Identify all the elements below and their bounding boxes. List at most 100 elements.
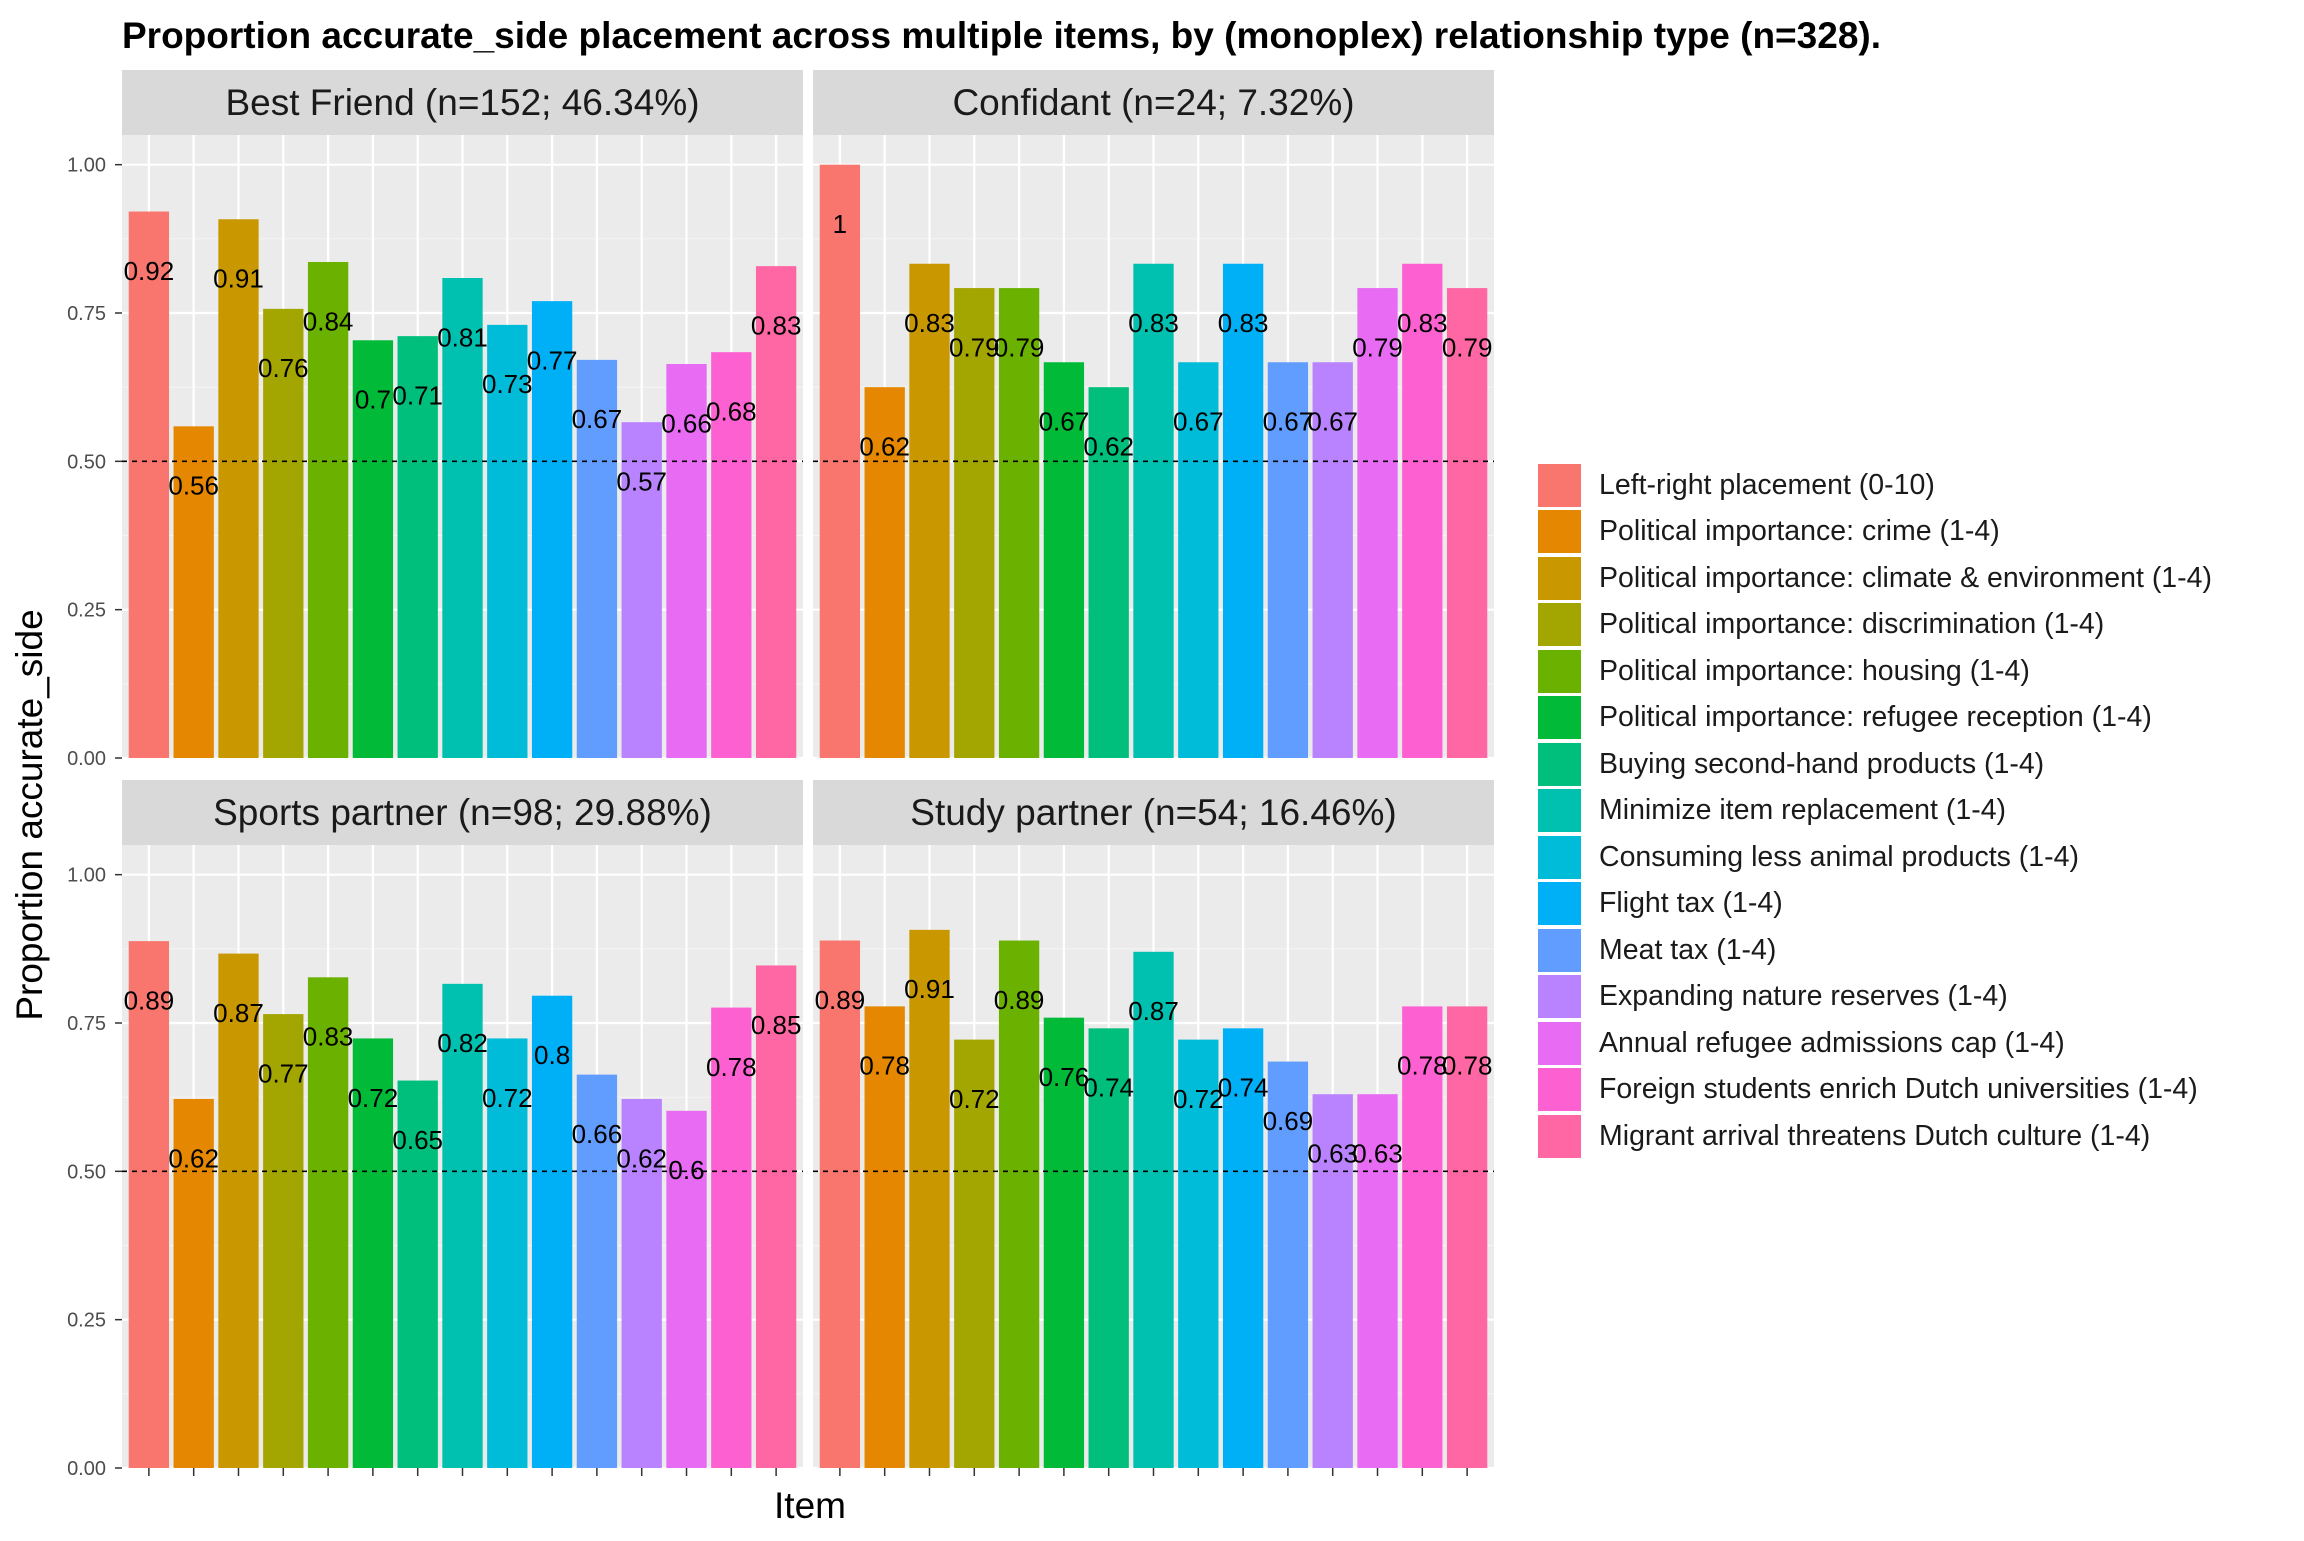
- legend-swatch: [1538, 975, 1581, 1019]
- bar: [666, 364, 707, 758]
- bar-value-label: 0.83: [751, 310, 802, 340]
- legend-label: Foreign students enrich Dutch universiti…: [1599, 1073, 2198, 1106]
- bar: [218, 953, 259, 1468]
- bar-value-label: 0.91: [213, 264, 264, 294]
- bar: [576, 359, 618, 758]
- bar-value-label: 0.83: [1397, 308, 1448, 338]
- bar-value-label: 0.74: [1083, 1073, 1134, 1103]
- bar-value-label: 0.62: [859, 432, 910, 462]
- bar: [954, 288, 995, 758]
- bar: [442, 277, 483, 758]
- bar-value-label: 0.71: [392, 380, 443, 410]
- bar-value-label: 0.91: [904, 974, 955, 1004]
- bar-value-label: 1: [833, 209, 847, 239]
- bar: [352, 1038, 394, 1468]
- panel-title: Study partner (n=54; 16.46%): [910, 792, 1396, 833]
- legend-item: Flight tax (1-4): [1538, 881, 2212, 928]
- bar-value-label: 0.65: [392, 1125, 443, 1155]
- legend-label: Minimize item replacement (1-4): [1599, 794, 2007, 827]
- bar-value-label: 0.82: [437, 1028, 488, 1058]
- bar: [819, 940, 861, 1468]
- y-tick-label: 0.00: [67, 748, 106, 770]
- bar-value-label: 0.89: [124, 985, 175, 1015]
- legend-swatch: [1538, 835, 1581, 879]
- bar-value-label: 0.56: [168, 471, 219, 501]
- bar-value-label: 0.69: [1263, 1106, 1314, 1136]
- y-tick-label: 0.50: [67, 451, 106, 473]
- bar-value-label: 0.79: [1442, 332, 1493, 362]
- bar: [755, 965, 797, 1468]
- legend-item: Political importance: discrimination (1-…: [1538, 602, 2212, 649]
- bar: [998, 940, 1040, 1468]
- bar: [173, 426, 214, 758]
- legend-label: Flight tax (1-4): [1599, 887, 1783, 920]
- bar-value-label: 0.78: [859, 1051, 910, 1081]
- bar-value-label: 0.83: [1128, 308, 1179, 338]
- bar: [1312, 1094, 1353, 1468]
- bar: [864, 387, 905, 758]
- bar-value-label: 0.67: [1173, 407, 1224, 437]
- bar-value-label: 0.76: [1039, 1062, 1090, 1092]
- legend-swatch: [1538, 1068, 1581, 1112]
- panel-title: Best Friend (n=152; 46.34%): [225, 82, 699, 123]
- legend-item: Meat tax (1-4): [1538, 927, 2212, 974]
- bar-value-label: 0.85: [751, 1010, 802, 1040]
- panel-strip: [813, 780, 1494, 845]
- legend-label: Political importance: refugee reception …: [1599, 701, 2152, 734]
- legend-swatch: [1538, 696, 1581, 740]
- bar: [218, 219, 259, 759]
- bar-value-label: 0.63: [1307, 1139, 1358, 1169]
- bar-value-label: 0.67: [1263, 407, 1314, 437]
- bar-value-label: 0.62: [616, 1143, 667, 1173]
- bar: [954, 1039, 995, 1468]
- bar: [307, 977, 349, 1468]
- legend-item: Political importance: climate & environm…: [1538, 555, 2212, 602]
- bar: [1446, 1006, 1488, 1468]
- bar: [531, 301, 573, 758]
- bar: [352, 340, 394, 758]
- bar-value-label: 0.84: [303, 306, 354, 336]
- bar: [487, 1038, 528, 1468]
- bar-value-label: 0.66: [572, 1119, 623, 1149]
- bar: [1267, 362, 1309, 758]
- bar-value-label: 0.89: [815, 985, 866, 1015]
- panel-strip: [813, 70, 1494, 135]
- bar-value-label: 0.78: [1397, 1051, 1448, 1081]
- bar-value-label: 0.72: [348, 1083, 399, 1113]
- legend-swatch: [1538, 463, 1581, 507]
- bar-value-label: 0.67: [1307, 407, 1358, 437]
- bar-value-label: 0.89: [994, 985, 1045, 1015]
- legend-label: Political importance: discrimination (1-…: [1599, 608, 2105, 641]
- y-axis-label: Proportion accurate_side: [9, 609, 50, 1020]
- bar-value-label: 0.63: [1352, 1139, 1403, 1169]
- bar: [1133, 951, 1174, 1468]
- bar: [1402, 1006, 1443, 1468]
- bar-value-label: 0.92: [124, 256, 175, 286]
- bar: [1446, 288, 1488, 758]
- bar: [1133, 263, 1174, 758]
- bar-value-label: 0.77: [258, 1058, 309, 1088]
- bar-value-label: 0.87: [213, 998, 264, 1028]
- bar: [1043, 362, 1085, 758]
- bar: [864, 1006, 905, 1468]
- bar-value-label: 0.57: [616, 467, 667, 497]
- bar: [621, 1098, 662, 1468]
- bar: [1178, 1039, 1219, 1468]
- bar-value-label: 0.72: [482, 1083, 533, 1113]
- legend-item: Left-right placement (0-10): [1538, 462, 2212, 509]
- legend-label: Political importance: climate & environm…: [1599, 561, 2212, 594]
- legend-label: Political importance: crime (1-4): [1599, 515, 2000, 548]
- bar: [442, 983, 483, 1468]
- bar: [909, 263, 950, 758]
- bar: [1178, 362, 1219, 758]
- bar-value-label: 0.83: [904, 308, 955, 338]
- bar: [576, 1074, 618, 1468]
- bar-value-label: 0.6: [668, 1155, 704, 1185]
- bar-value-label: 0.72: [1173, 1084, 1224, 1114]
- legend-swatch: [1538, 603, 1581, 647]
- bar-value-label: 0.87: [1128, 996, 1179, 1026]
- y-tick-label: 0.75: [67, 303, 106, 325]
- bar: [1088, 387, 1129, 758]
